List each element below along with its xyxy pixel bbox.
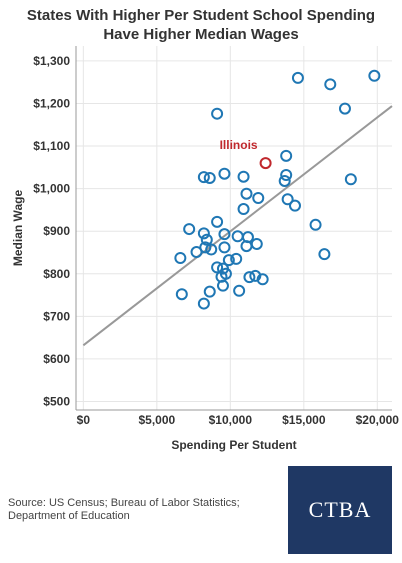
y-tick-labels: $500 $600 $700 $800 $900 $1,000 $1,100 $1,200 $1… [33, 54, 70, 409]
data-point [199, 241, 212, 254]
data-point [230, 252, 243, 265]
y-tick-label: $800 [43, 267, 70, 281]
data-point [256, 273, 269, 286]
data-point [211, 261, 224, 274]
ctba-logo: CTBA [288, 466, 392, 554]
data-point [291, 71, 304, 84]
trend-line [82, 105, 393, 347]
data-point [197, 297, 210, 310]
x-axis-label: Spending Per Student [171, 438, 296, 452]
chart-title-line-2: Have Higher Median Wages [103, 26, 299, 43]
data-point [231, 230, 244, 243]
data-point [318, 248, 331, 261]
data-point [216, 279, 229, 292]
source-note: Source: US Census; Bureau of Labor Stati… [8, 497, 240, 522]
data-point [243, 271, 256, 284]
data-point [218, 241, 231, 254]
data-point [252, 191, 265, 204]
data-point [200, 233, 213, 246]
y-tick-label: $700 [43, 309, 70, 323]
data-point [237, 170, 250, 183]
y-tick-label: $1,100 [33, 139, 70, 153]
y-tick-label: $600 [43, 352, 70, 366]
data-point [174, 252, 187, 265]
y-tick-label: $1,300 [33, 54, 70, 68]
data-point [278, 174, 291, 187]
data-point [288, 199, 301, 212]
y-tick-label: $1,000 [33, 182, 70, 196]
data-point [203, 171, 216, 184]
scatter-chart: $500 $600 $700 $800 $900 $1,000 $1,100 $1,200 $1… [11, 46, 400, 452]
y-tick-label: $500 [43, 394, 70, 408]
trendline [82, 105, 393, 347]
data-point [368, 69, 381, 82]
data-point [205, 243, 218, 256]
data-point [183, 223, 196, 236]
data-point [250, 237, 263, 250]
chart-title: States With Higher Per Student School Sp… [0, 6, 402, 44]
data-point [211, 107, 224, 120]
data-point [240, 187, 253, 200]
data-point [237, 203, 250, 216]
data-point [338, 102, 351, 115]
data-point [218, 167, 231, 180]
y-tick-label: $1,200 [33, 96, 70, 110]
y-tick-label: $900 [43, 224, 70, 238]
chart-title-line-1: States With Higher Per Student School Sp… [26, 7, 376, 24]
illinois-label: Illinois [220, 138, 258, 152]
data-point [240, 240, 253, 253]
data-points [174, 69, 381, 310]
data-point [175, 288, 188, 301]
axes [75, 46, 392, 411]
illinois-data-point [259, 157, 272, 170]
data-point [218, 228, 231, 241]
data-point [280, 168, 293, 181]
x-tick-label: $0 [77, 413, 91, 427]
x-tick-labels: $0 $5,000 $10,000 $15,000 $20,000 [77, 413, 400, 427]
data-point [211, 215, 224, 228]
x-tick-label: $20,000 [356, 413, 400, 427]
data-point [249, 269, 262, 282]
data-point [280, 149, 293, 162]
x-tick-label: $10,000 [209, 413, 253, 427]
data-point [324, 78, 337, 91]
data-point [344, 173, 357, 186]
x-tick-label: $5,000 [138, 413, 175, 427]
data-point [233, 284, 246, 297]
data-point [309, 218, 322, 231]
data-point [197, 227, 210, 240]
data-point [190, 246, 203, 259]
x-tick-label: $15,000 [282, 413, 326, 427]
data-point [281, 193, 294, 206]
data-point [197, 171, 210, 184]
annotations: Illinois [220, 138, 272, 170]
y-axis-label: Median Wage [11, 190, 25, 267]
data-point [222, 254, 235, 267]
data-point [203, 285, 216, 298]
